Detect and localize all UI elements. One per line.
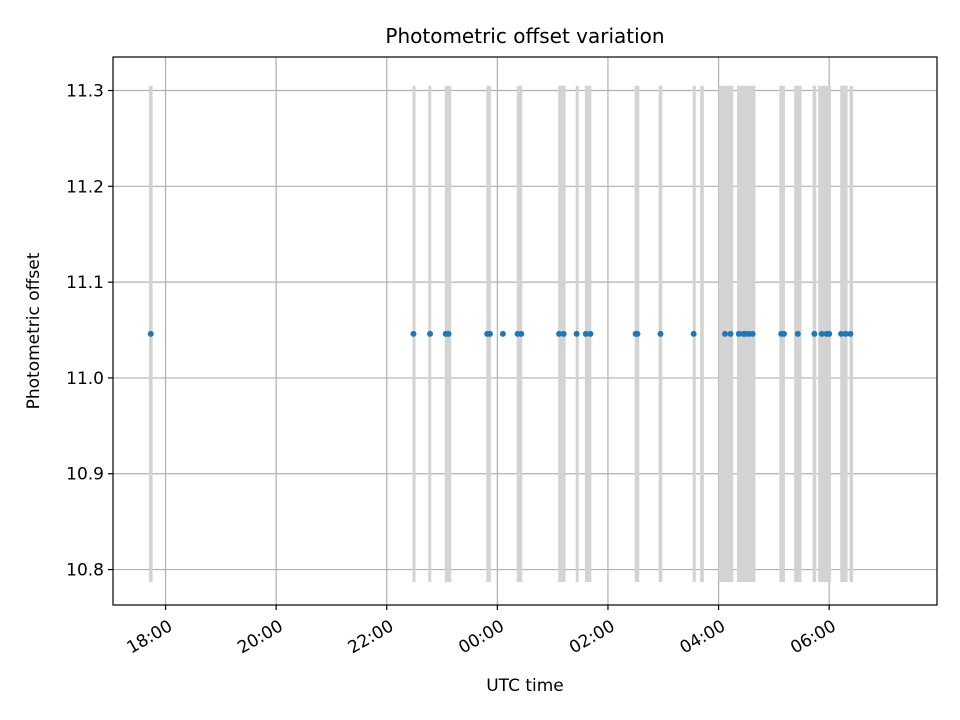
- data-point: [486, 330, 493, 337]
- data-point: [445, 330, 452, 337]
- data-point: [690, 330, 697, 337]
- data-point: [427, 330, 434, 337]
- data-point: [587, 330, 594, 337]
- plot-frame: [112, 56, 938, 606]
- data-point: [847, 330, 854, 337]
- data-point: [780, 330, 787, 337]
- data-point: [556, 330, 563, 337]
- y-axis-label: Photometric offset: [24, 252, 44, 409]
- data-point: [735, 330, 742, 337]
- data-point: [410, 330, 417, 337]
- data-point: [826, 330, 833, 337]
- data-point: [722, 330, 729, 337]
- data-point: [560, 330, 567, 337]
- exposure-span: [700, 85, 704, 583]
- data-point: [518, 330, 525, 337]
- y-tick-label: 11.0: [66, 369, 104, 389]
- data-point: [499, 330, 506, 337]
- y-tick-label: 10.8: [66, 561, 104, 581]
- y-tick-label: 10.9: [66, 465, 104, 485]
- data-point: [794, 330, 801, 337]
- data-points: [147, 330, 854, 337]
- data-point: [842, 330, 849, 337]
- data-point: [727, 330, 734, 337]
- y-tick-label: 11.3: [66, 82, 104, 102]
- data-point: [573, 330, 580, 337]
- x-axis-label: UTC time: [486, 676, 564, 696]
- y-axis-ticks: 10.8 10.9 11.0 11.1 11.2 11.3: [66, 82, 113, 581]
- data-point: [147, 330, 154, 337]
- data-point: [749, 330, 756, 337]
- chart-title: Photometric offset variation: [385, 24, 664, 48]
- data-point: [634, 330, 641, 337]
- data-point: [818, 330, 825, 337]
- data-point: [657, 330, 664, 337]
- data-point: [838, 330, 845, 337]
- y-tick-label: 11.1: [66, 273, 104, 293]
- data-point: [582, 330, 589, 337]
- y-tick-label: 11.2: [66, 177, 104, 197]
- data-point: [811, 330, 818, 337]
